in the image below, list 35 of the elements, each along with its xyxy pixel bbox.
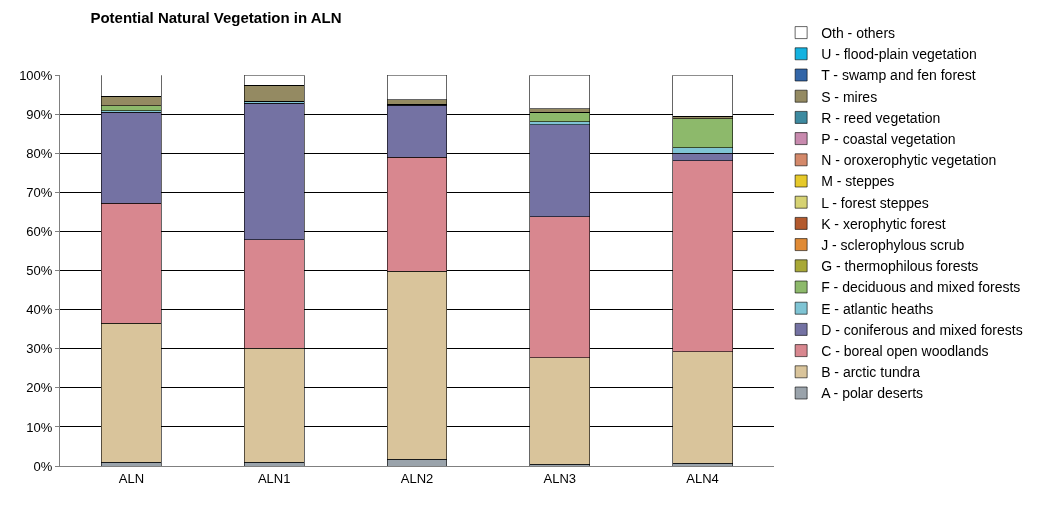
y-tick-label: 40%	[26, 302, 53, 318]
y-tick-label: 60%	[26, 224, 53, 240]
y-tick-label: 80%	[26, 146, 53, 162]
x-tick-label: ALN2	[400, 470, 434, 486]
legend-label: R - reed vegetation	[821, 109, 941, 126]
legend-label: P - coastal vegetation	[821, 131, 956, 148]
x-tick-label: ALN3	[543, 470, 577, 486]
legend-label: A - polar deserts	[821, 385, 924, 402]
y-tick-label: 100%	[19, 67, 53, 83]
legend-label: M - steppes	[821, 173, 895, 190]
legend-label: S - mires	[821, 88, 878, 105]
legend-label: G - thermophilous forests	[821, 258, 979, 275]
legend-label: L - forest steppes	[821, 194, 929, 211]
y-tick-label: 90%	[26, 106, 53, 122]
chart-title: Potential Natural Vegetation in ALN	[90, 9, 342, 27]
legend-label: F - deciduous and mixed forests	[821, 279, 1021, 296]
legend-label: U - flood-plain vegetation	[821, 46, 977, 63]
x-tick-label: ALN	[118, 470, 145, 486]
y-tick-label: 50%	[26, 263, 53, 279]
legend-label: C - boreal open woodlands	[821, 343, 989, 360]
legend-label: Oth - others	[821, 25, 896, 42]
y-tick-label: 20%	[26, 380, 53, 396]
legend-label: J - sclerophylous scrub	[821, 237, 965, 254]
y-tick-label: 30%	[26, 341, 53, 357]
legend-label: E - atlantic heaths	[821, 300, 934, 317]
legend-label: B - arctic tundra	[821, 364, 921, 381]
x-tick-label: ALN1	[257, 470, 291, 486]
x-tick-label: ALN4	[686, 470, 719, 486]
legend-label: T - swamp and fen forest	[821, 67, 976, 84]
y-tick-label: 10%	[26, 419, 53, 435]
legend-label: N - oroxerophytic vegetation	[821, 152, 997, 169]
legend-label: K - xerophytic forest	[821, 215, 946, 232]
y-tick-label: 0%	[33, 458, 53, 474]
legend-label: D - coniferous and mixed forests	[821, 321, 1023, 338]
y-tick-label: 70%	[26, 185, 53, 201]
